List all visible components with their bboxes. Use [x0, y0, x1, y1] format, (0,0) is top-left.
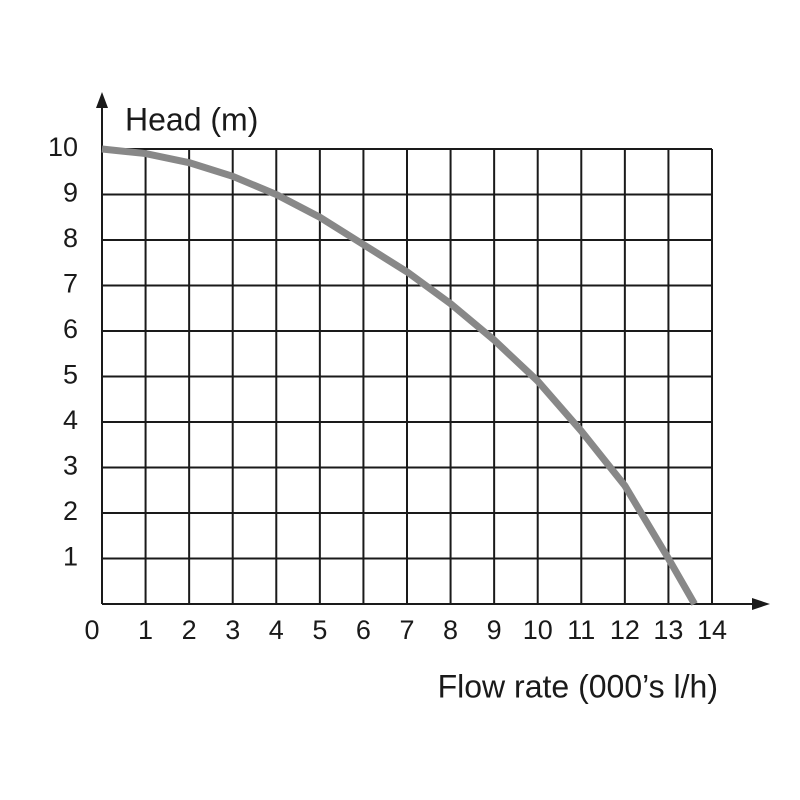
x-tick-label: 5 — [312, 615, 327, 645]
curve — [101, 145, 698, 606]
x-axis-label: Flow rate (000’s l/h) — [438, 668, 718, 704]
x-tick-label: 12 — [610, 615, 640, 645]
x-tick-label: 2 — [182, 615, 197, 645]
x-tick-label: 7 — [399, 615, 414, 645]
y-arrow — [96, 92, 108, 108]
x-tick-label: 4 — [269, 615, 284, 645]
y-tick-label: 6 — [63, 314, 78, 344]
x-tick-label: 11 — [567, 615, 595, 645]
x-tick-label: 8 — [443, 615, 458, 645]
y-tick-label: 10 — [48, 132, 78, 162]
y-tick-label: 1 — [63, 542, 78, 572]
x-arrow — [752, 598, 770, 610]
y-tick-label: 8 — [63, 223, 78, 253]
y-tick-label: 5 — [63, 360, 78, 390]
x-tick-label: 0 — [84, 615, 99, 645]
y-axis-label: Head (m) — [125, 101, 258, 137]
y-tick-label: 9 — [63, 178, 78, 208]
x-tick-label: 13 — [653, 615, 683, 645]
x-tick-label: 10 — [523, 615, 553, 645]
x-tick-label: 3 — [225, 615, 240, 645]
y-tick-label: 2 — [63, 496, 78, 526]
x-tick-label: 9 — [487, 615, 502, 645]
y-tick-label: 7 — [63, 269, 78, 299]
x-tick-label: 1 — [138, 615, 153, 645]
y-tick-label: 4 — [63, 405, 78, 435]
y-tick-label: 3 — [63, 451, 78, 481]
x-tick-label: 14 — [697, 615, 727, 645]
x-tick-label: 6 — [356, 615, 371, 645]
